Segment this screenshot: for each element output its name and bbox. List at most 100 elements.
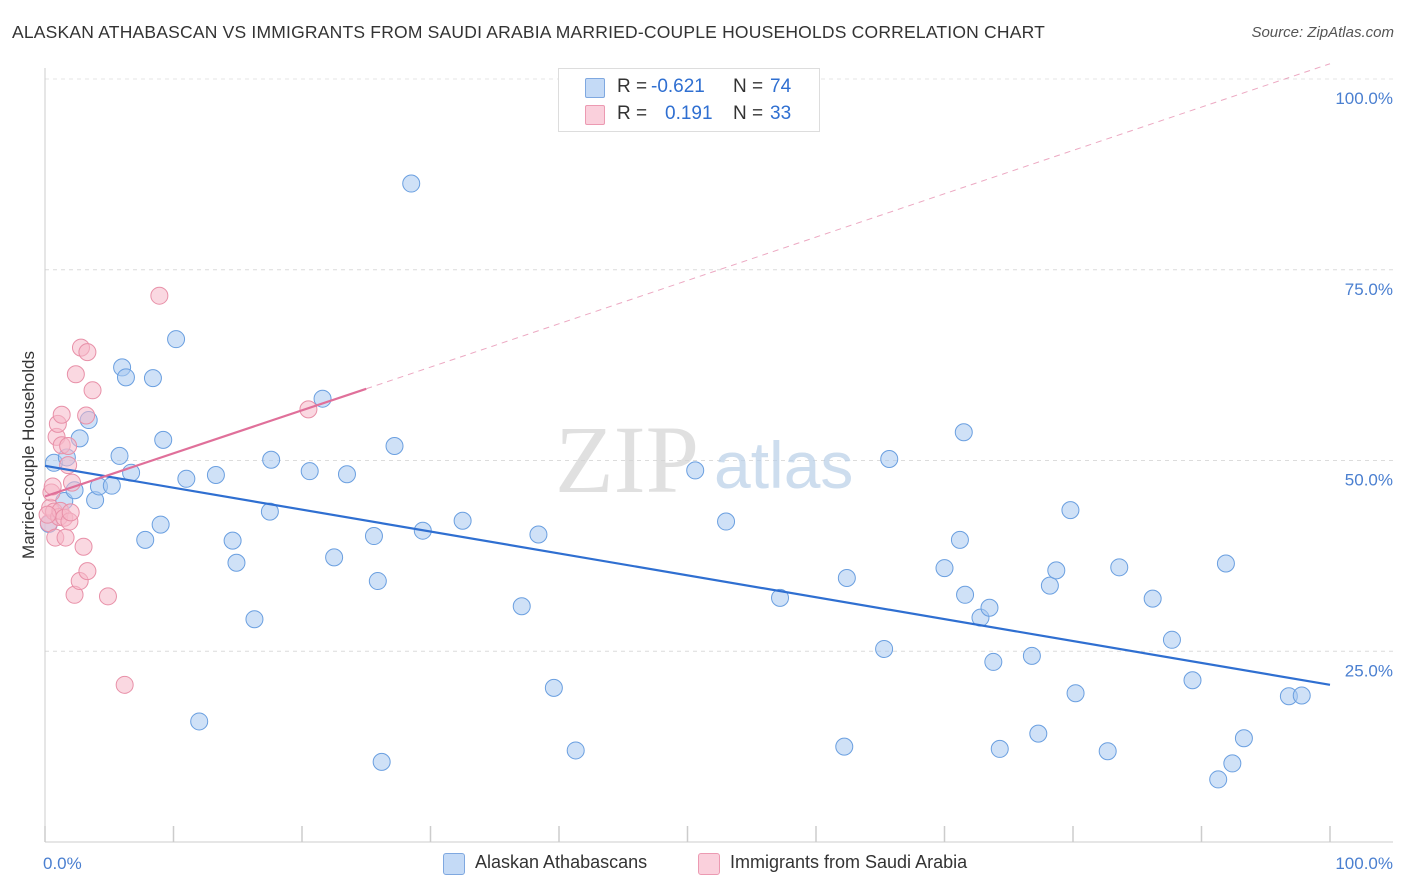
watermark-zip: ZIP — [555, 406, 699, 513]
y-tick-label: 75.0% — [1345, 280, 1393, 299]
athabascan-point — [223, 531, 242, 550]
saudi-point — [52, 405, 71, 424]
saudi-point — [74, 537, 93, 556]
legend-r-label: R = — [617, 103, 648, 124]
athabascan-point — [880, 449, 899, 468]
athabascan-point — [980, 598, 999, 617]
athabascan-point — [385, 437, 404, 456]
legend-swatch-pink — [585, 105, 605, 125]
athabascan-point — [245, 610, 264, 629]
legend-label: Alaskan Athabascans — [475, 852, 648, 872]
y-axis-label: Married-couple Households — [19, 351, 38, 559]
athabascan-point — [512, 597, 531, 616]
athabascan-point — [950, 530, 969, 549]
athabascan-point — [136, 530, 155, 549]
legend-label: Immigrants from Saudi Arabia — [730, 852, 968, 872]
athabascan-point — [1040, 576, 1059, 595]
x-tick-label: 0.0% — [43, 854, 82, 873]
athabascan-point — [1061, 501, 1080, 520]
athabascan-point — [364, 527, 383, 546]
athabascan-point — [529, 525, 548, 544]
athabascan-point — [956, 585, 975, 604]
watermark-atlas: atlas — [714, 428, 853, 502]
x-tick-label: 100.0% — [1335, 854, 1393, 873]
chart-title: ALASKAN ATHABASCAN VS IMMIGRANTS FROM SA… — [12, 22, 1046, 42]
legend-row-saudi: R = 0.191 N = 33 — [559, 101, 819, 127]
athabascan-point — [325, 548, 344, 567]
athabascan-point — [990, 739, 1009, 758]
legend-n-value: 74 — [770, 76, 792, 97]
athabascan-point — [177, 469, 196, 488]
axes — [44, 68, 1393, 843]
athabascan-point — [190, 712, 209, 731]
athabascan-point — [1216, 554, 1235, 573]
athabascan-point — [771, 588, 790, 607]
saudi-point — [83, 381, 102, 400]
saudi-point — [150, 286, 169, 305]
athabascan-point — [402, 174, 421, 193]
athabascan-point — [935, 559, 954, 578]
athabascan-point — [984, 652, 1003, 671]
saudi-point — [66, 365, 85, 384]
legend-r-label: R = — [617, 76, 648, 97]
athabascan-point — [102, 476, 121, 495]
legend-swatch-blue — [585, 78, 605, 98]
athabascan-point — [206, 465, 225, 484]
trend-line-extension — [366, 63, 1331, 390]
legend-n-label: N = — [733, 103, 764, 124]
trend-line — [44, 464, 1331, 686]
saudi-point — [43, 477, 62, 496]
athabascan-point — [1029, 724, 1048, 743]
athabascan-point — [1098, 742, 1117, 761]
athabascan-point — [1234, 729, 1253, 748]
athabascan-point — [154, 430, 173, 449]
athabascan-point — [167, 330, 186, 349]
athabascan-point — [372, 752, 391, 771]
saudi-point — [59, 437, 78, 456]
tick-labels: 100.0% 75.0% 50.0% 25.0% 0.0% 100.0% — [43, 89, 1393, 873]
legend-swatch-pink — [698, 853, 720, 875]
saudi-point — [38, 505, 57, 524]
athabascan-point — [300, 462, 319, 481]
athabascan-point — [1223, 754, 1242, 773]
athabascan-point — [337, 465, 356, 484]
saudi-point — [61, 503, 80, 522]
athabascan-point — [954, 423, 973, 442]
athabascan-point — [262, 450, 281, 469]
legend-swatch-blue — [443, 853, 465, 875]
saudi-point — [78, 562, 97, 581]
athabascan-point — [1022, 646, 1041, 665]
athabascan-point — [1292, 686, 1311, 705]
athabascan-point — [686, 461, 705, 480]
saudi-point — [77, 406, 96, 425]
trend-lines — [366, 63, 1331, 390]
athabascan-point — [453, 511, 472, 530]
athabascan-point — [1209, 770, 1228, 789]
saudi-point — [78, 343, 97, 362]
saudi-point — [56, 528, 75, 547]
athabascan-point — [227, 553, 246, 572]
athabascan-point — [1110, 558, 1129, 577]
athabascan-point — [837, 569, 856, 588]
saudi-point — [299, 400, 318, 419]
athabascan-point — [544, 678, 563, 697]
saudi-point — [115, 675, 134, 694]
athabascan-point — [151, 515, 170, 534]
athabascan-point — [566, 741, 585, 760]
watermark: ZIP atlas — [555, 406, 853, 513]
athabascan-point — [1143, 589, 1162, 608]
trend-line — [44, 387, 367, 498]
y-tick-label: 100.0% — [1335, 89, 1393, 108]
athabascan-point — [368, 572, 387, 591]
y-tick-label: 50.0% — [1345, 471, 1393, 490]
athabascan-point — [143, 369, 162, 388]
grid-lines — [45, 78, 1393, 652]
legend-r-value: 0.191 — [665, 103, 713, 124]
legend-n-label: N = — [733, 76, 764, 97]
y-tick-label: 25.0% — [1345, 661, 1393, 680]
data-points — [38, 174, 1331, 789]
legend-n-value: 33 — [770, 103, 792, 124]
athabascan-point — [835, 737, 854, 756]
athabascan-point — [110, 446, 129, 465]
